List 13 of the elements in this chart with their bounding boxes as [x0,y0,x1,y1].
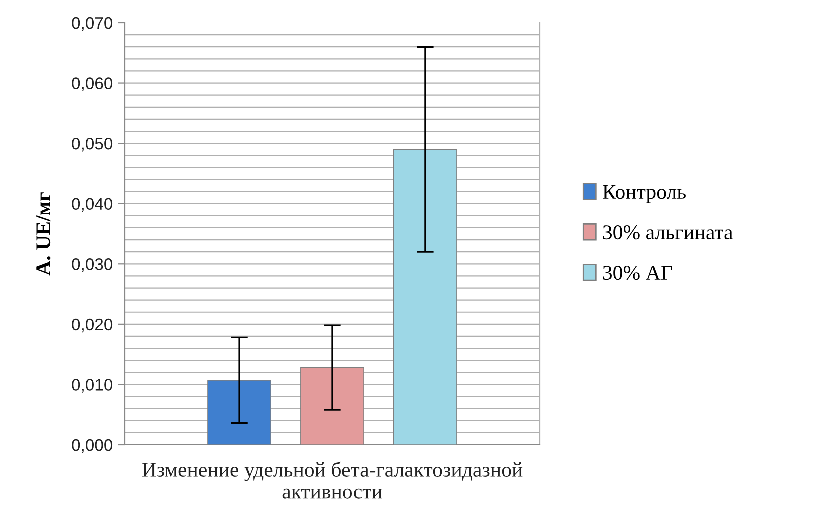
y-tick-label: 0,070 [72,17,113,32]
y-tick-label: 0,010 [72,379,113,393]
legend-label: Контроль [603,185,686,204]
legend-label: 30% АГ [603,266,672,280]
legend-label: 30% альгината [603,226,733,240]
y-tick-label: 0,020 [72,318,113,333]
y-tick-label: 0,000 [72,439,113,454]
y-tick-label: 0,060 [72,78,113,92]
y-tick-label: 0,050 [72,138,113,152]
y-tick-label: 0,040 [72,198,113,212]
x-tick-label: Изменение удельной бета-галактозидазной активности [142,462,523,499]
y-tick-label: 0,030 [72,258,113,272]
y-axis-title: А. UE/мг [36,192,51,276]
